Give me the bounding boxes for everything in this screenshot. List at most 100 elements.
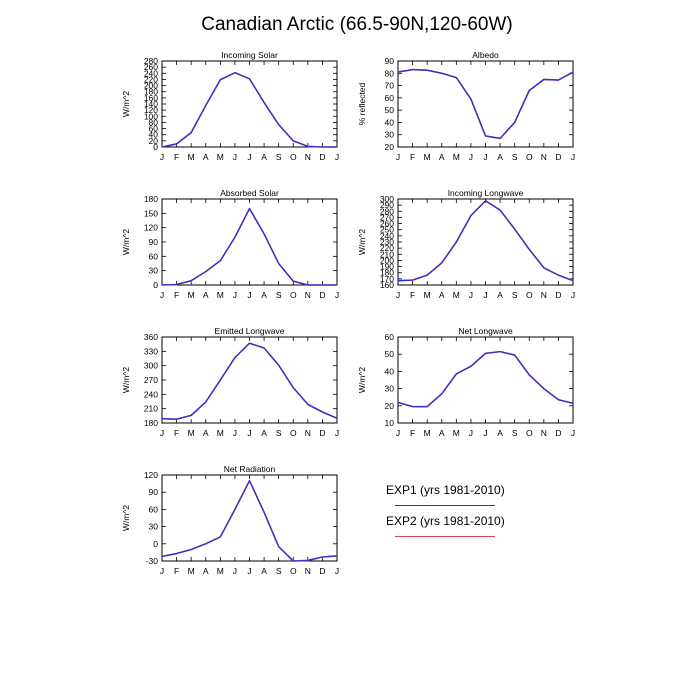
y-tick-label-incoming-solar: 260: [144, 62, 158, 72]
panel-incoming-longwave: Incoming Longwave W/m^2 160170180190200210…: [357, 188, 575, 300]
x-tick-label-net-radiation: N: [305, 566, 311, 576]
y-tick-label-incoming-solar: 120: [144, 105, 158, 115]
x-tick-label-albedo: J: [483, 152, 487, 162]
x-tick-label-net-radiation: M: [188, 566, 195, 576]
y-tick-label-incoming-longwave: 250: [380, 225, 394, 235]
y-axis-label-incoming-longwave: W/m^2: [357, 229, 367, 255]
y-tick-label-absorbed-solar: 0: [153, 280, 158, 290]
y-tick-label-emitted-longwave: 270: [144, 375, 158, 385]
y-tick-label-incoming-solar: 100: [144, 111, 158, 121]
y-tick-label-incoming-longwave: 200: [380, 255, 394, 265]
y-tick-label-absorbed-solar: 120: [144, 223, 158, 233]
legend-label-exp2: EXP2 (yrs 1981-2010): [386, 514, 505, 528]
y-tick-label-absorbed-solar: 60: [149, 251, 159, 261]
plot-frame-emitted-longwave: [161, 336, 338, 424]
y-tick-label-incoming-longwave: 230: [380, 237, 394, 247]
x-tick-label-incoming-solar: A: [203, 152, 209, 162]
x-tick-label-incoming-longwave: J: [396, 290, 400, 300]
y-tick-label-incoming-longwave: 180: [380, 268, 394, 278]
series-line-exp1-incoming-longwave: [397, 200, 574, 282]
panel-title-absorbed-solar: Absorbed Solar: [220, 188, 279, 198]
y-tick-label-absorbed-solar: 180: [144, 194, 158, 204]
panel-title-incoming-longwave: Incoming Longwave: [448, 188, 524, 198]
legend-label-exp1: EXP1 (yrs 1981-2010): [386, 483, 505, 497]
y-tick-label-albedo: 20: [385, 142, 395, 152]
x-tick-label-incoming-longwave: D: [555, 290, 561, 300]
y-tick-label-incoming-solar: 220: [144, 74, 158, 84]
y-axis-label-emitted-longwave: W/m^2: [121, 367, 131, 393]
x-tick-label-incoming-solar: N: [305, 152, 311, 162]
legend-line-exp2: [395, 536, 495, 537]
panel-incoming-solar: Incoming Solar W/m^2 020406080100120140160…: [121, 50, 339, 162]
y-tick-label-net-longwave: 50: [385, 349, 395, 359]
y-tick-label-incoming-longwave: 260: [380, 219, 394, 229]
y-tick-label-emitted-longwave: 360: [144, 332, 158, 342]
y-tick-label-incoming-solar: 180: [144, 87, 158, 97]
x-tick-label-incoming-longwave: M: [453, 290, 460, 300]
y-tick-label-incoming-longwave: 190: [380, 262, 394, 272]
y-tick-label-incoming-longwave: 240: [380, 231, 394, 241]
x-tick-label-net-radiation: A: [261, 566, 267, 576]
y-axis-label-albedo: % reflected: [357, 82, 367, 125]
y-tick-label-incoming-solar: 160: [144, 93, 158, 103]
x-tick-label-incoming-longwave: A: [497, 290, 503, 300]
x-tick-label-incoming-longwave: J: [571, 290, 575, 300]
y-axis-label-net-longwave: W/m^2: [357, 367, 367, 393]
x-tick-label-incoming-solar: M: [188, 152, 195, 162]
x-tick-label-net-longwave: S: [512, 428, 518, 438]
x-tick-label-net-longwave: J: [483, 428, 487, 438]
x-tick-label-emitted-longwave: J: [160, 428, 164, 438]
y-tick-label-albedo: 60: [385, 93, 395, 103]
x-tick-label-net-radiation: O: [290, 566, 297, 576]
y-tick-label-incoming-longwave: 210: [380, 249, 394, 259]
series-line-exp2-emitted-longwave: [161, 342, 338, 420]
x-tick-label-emitted-longwave: N: [305, 428, 311, 438]
y-tick-label-net-radiation: -30: [146, 556, 159, 566]
series-line-exp1-emitted-longwave: [161, 342, 338, 420]
y-tick-label-net-radiation: 0: [153, 539, 158, 549]
plot-frame-incoming-longwave: [397, 198, 574, 286]
y-tick-label-net-longwave: 40: [385, 366, 395, 376]
x-tick-label-albedo: O: [526, 152, 533, 162]
x-tick-label-incoming-solar: S: [276, 152, 282, 162]
series-line-exp1-albedo: [397, 68, 574, 140]
series-line-exp2-absorbed-solar: [161, 207, 337, 286]
x-tick-label-albedo: M: [424, 152, 431, 162]
y-tick-label-incoming-solar: 80: [149, 117, 159, 127]
x-tick-label-albedo: N: [541, 152, 547, 162]
panel-emitted-longwave: Emitted Longwave W/m^2 180 210 240 270 300 330 3…: [121, 326, 339, 438]
y-tick-label-incoming-solar: 280: [144, 56, 158, 66]
x-tick-label-albedo: A: [497, 152, 503, 162]
y-axis-label-net-radiation: W/m^2: [121, 505, 131, 531]
plot-frame-net-radiation: [161, 474, 338, 562]
x-tick-label-albedo: M: [453, 152, 460, 162]
x-tick-label-incoming-longwave: O: [526, 290, 533, 300]
y-tick-label-emitted-longwave: 210: [144, 404, 158, 414]
x-tick-label-absorbed-solar: O: [290, 290, 297, 300]
legend-entry-exp1: EXP1 (yrs 1981-2010): [386, 483, 505, 497]
x-tick-label-absorbed-solar: J: [247, 290, 251, 300]
x-tick-label-incoming-longwave: F: [410, 290, 415, 300]
x-tick-label-net-longwave: A: [497, 428, 503, 438]
x-tick-label-albedo: J: [469, 152, 473, 162]
panel-title-incoming-solar: Incoming Solar: [221, 50, 278, 60]
series-line-exp1-incoming-solar: [161, 72, 337, 148]
x-tick-label-net-radiation: J: [233, 566, 237, 576]
y-tick-label-net-radiation: 60: [149, 504, 159, 514]
series-line-exp2-incoming-solar: [161, 71, 337, 148]
x-tick-label-absorbed-solar: D: [319, 290, 325, 300]
x-tick-label-albedo: J: [571, 152, 575, 162]
y-tick-label-net-radiation: 30: [149, 522, 159, 532]
y-tick-label-albedo: 30: [385, 130, 395, 140]
x-tick-label-emitted-longwave: J: [247, 428, 251, 438]
x-tick-label-incoming-longwave: S: [512, 290, 518, 300]
y-tick-label-albedo: 50: [385, 105, 395, 115]
y-tick-label-net-longwave: 60: [385, 332, 395, 342]
panel-title-net-radiation: Net Radiation: [224, 464, 276, 474]
y-tick-label-incoming-longwave: 170: [380, 274, 394, 284]
y-tick-label-albedo: 70: [385, 81, 395, 91]
x-tick-label-emitted-longwave: J: [233, 428, 237, 438]
y-tick-label-net-radiation: 90: [149, 487, 159, 497]
y-tick-label-incoming-longwave: 290: [380, 200, 394, 210]
